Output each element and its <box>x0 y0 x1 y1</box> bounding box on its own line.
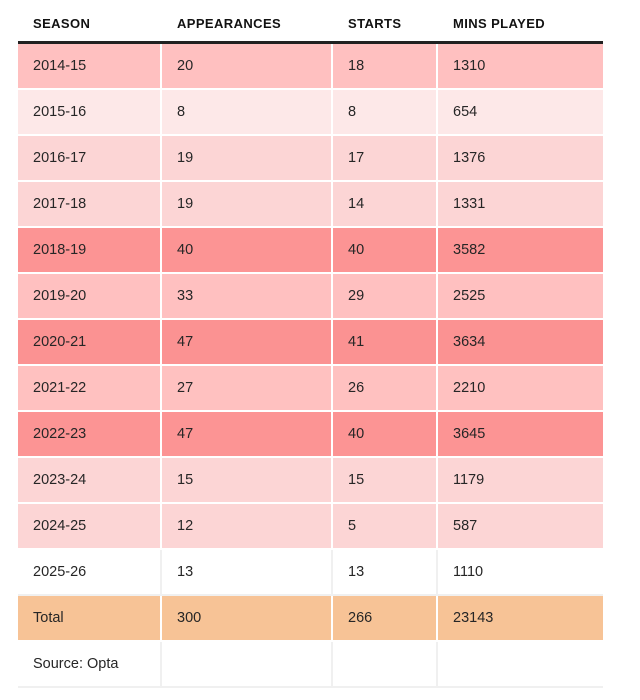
starts-cell: 8 <box>333 90 438 136</box>
appearances-cell: 27 <box>162 366 333 412</box>
table-row: 2017-18 19 14 1331 <box>18 182 603 228</box>
mins-played-cell: 1179 <box>438 458 603 504</box>
source-row-empty-cell <box>162 642 333 688</box>
season-cell: 2021-22 <box>18 366 162 412</box>
season-cell: 2020-21 <box>18 320 162 366</box>
season-cell: 2024-25 <box>18 504 162 550</box>
mins-played-cell: 3634 <box>438 320 603 366</box>
starts-cell: 40 <box>333 228 438 274</box>
table-row: 2024-25 12 5 587 <box>18 504 603 550</box>
mins-played-cell: 3582 <box>438 228 603 274</box>
table-row: 2021-22 27 26 2210 <box>18 366 603 412</box>
season-cell: 2019-20 <box>18 274 162 320</box>
table-row: 2016-17 19 17 1376 <box>18 136 603 182</box>
appearances-cell: 15 <box>162 458 333 504</box>
starts-cell: 266 <box>333 596 438 642</box>
season-cell: 2016-17 <box>18 136 162 182</box>
appearances-cell: 13 <box>162 550 333 596</box>
appearances-cell: 8 <box>162 90 333 136</box>
source-row-empty-cell <box>333 642 438 688</box>
starts-cell: 41 <box>333 320 438 366</box>
starts-cell: 40 <box>333 412 438 458</box>
season-cell: 2014-15 <box>18 44 162 90</box>
starts-cell: 14 <box>333 182 438 228</box>
season-cell: 2025-26 <box>18 550 162 596</box>
table-body: 2014-15 20 18 1310 2015-16 8 8 654 2016-17 19 17 13… <box>18 44 603 642</box>
column-header-starts: STARTS <box>333 6 438 44</box>
column-header-appearances: APPEARANCES <box>162 6 333 44</box>
mins-played-cell: 3645 <box>438 412 603 458</box>
mins-played-cell: 2525 <box>438 274 603 320</box>
table-row: 2019-20 33 29 2525 <box>18 274 603 320</box>
table-row: 2020-21 47 41 3634 <box>18 320 603 366</box>
source-row-empty-cell <box>438 642 603 688</box>
appearances-cell: 19 <box>162 136 333 182</box>
starts-cell: 18 <box>333 44 438 90</box>
starts-cell: 13 <box>333 550 438 596</box>
appearances-cell: 33 <box>162 274 333 320</box>
table-row: 2015-16 8 8 654 <box>18 90 603 136</box>
table-row: 2022-23 47 40 3645 <box>18 412 603 458</box>
season-cell: 2023-24 <box>18 458 162 504</box>
header-row: SEASON APPEARANCES STARTS MINS PLAYED <box>18 6 603 44</box>
column-header-mins-played: MINS PLAYED <box>438 6 603 44</box>
appearances-cell: 47 <box>162 412 333 458</box>
appearances-cell: 19 <box>162 182 333 228</box>
season-cell: 2018-19 <box>18 228 162 274</box>
appearances-cell: 20 <box>162 44 333 90</box>
starts-cell: 17 <box>333 136 438 182</box>
mins-played-cell: 1110 <box>438 550 603 596</box>
source-label: Source: Opta <box>18 642 162 688</box>
mins-played-cell: 1310 <box>438 44 603 90</box>
season-cell: 2017-18 <box>18 182 162 228</box>
starts-cell: 26 <box>333 366 438 412</box>
season-cell: 2022-23 <box>18 412 162 458</box>
appearances-cell: 47 <box>162 320 333 366</box>
appearances-cell: 40 <box>162 228 333 274</box>
mins-played-cell: 23143 <box>438 596 603 642</box>
table-row: 2023-24 15 15 1179 <box>18 458 603 504</box>
season-stats-table: SEASON APPEARANCES STARTS MINS PLAYED 20… <box>18 6 603 688</box>
mins-played-cell: 587 <box>438 504 603 550</box>
mins-played-cell: 1376 <box>438 136 603 182</box>
season-cell: Total <box>18 596 162 642</box>
source-row: Source: Opta <box>18 642 603 688</box>
appearances-cell: 300 <box>162 596 333 642</box>
table-row: 2018-19 40 40 3582 <box>18 228 603 274</box>
table-row: 2025-26 13 13 1110 <box>18 550 603 596</box>
starts-cell: 29 <box>333 274 438 320</box>
table-header: SEASON APPEARANCES STARTS MINS PLAYED <box>18 6 603 44</box>
table-footer: Source: Opta <box>18 642 603 688</box>
season-cell: 2015-16 <box>18 90 162 136</box>
column-header-season: SEASON <box>18 6 162 44</box>
appearances-cell: 12 <box>162 504 333 550</box>
total-row: Total 300 266 23143 <box>18 596 603 642</box>
mins-played-cell: 2210 <box>438 366 603 412</box>
starts-cell: 15 <box>333 458 438 504</box>
mins-played-cell: 654 <box>438 90 603 136</box>
mins-played-cell: 1331 <box>438 182 603 228</box>
starts-cell: 5 <box>333 504 438 550</box>
table-row: 2014-15 20 18 1310 <box>18 44 603 90</box>
